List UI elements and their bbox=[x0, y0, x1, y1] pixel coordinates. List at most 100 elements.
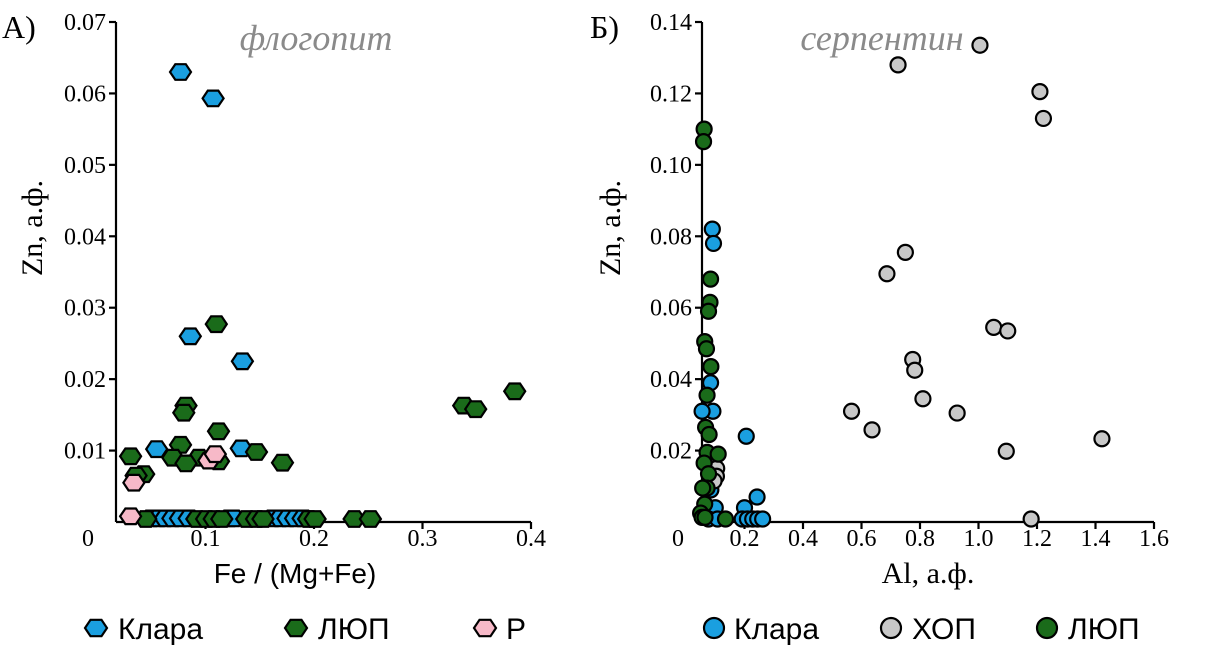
data-point-circle bbox=[971, 36, 989, 54]
data-point-hexagon bbox=[251, 510, 275, 528]
data-point-circle bbox=[697, 340, 716, 358]
data-point-circle bbox=[863, 421, 881, 439]
x-tick-label: 0.2 bbox=[299, 526, 329, 552]
data-point-hexagon bbox=[118, 507, 143, 526]
data-point-circle bbox=[699, 302, 718, 320]
data-point-circle bbox=[1022, 510, 1040, 528]
y-tick-label: 0.08 bbox=[650, 224, 692, 250]
data-point-circle bbox=[985, 318, 1003, 336]
x-tick-label: 1.4 bbox=[1081, 526, 1111, 552]
legend-marker bbox=[472, 618, 498, 638]
series-ЛЮП bbox=[692, 120, 735, 528]
x-tick-label: 0.4 bbox=[788, 526, 818, 552]
data-point-hexagon bbox=[118, 447, 143, 466]
data-point-hexagon bbox=[230, 352, 255, 371]
data-point-circle bbox=[906, 361, 924, 379]
y-tick-label: 0.05 bbox=[64, 153, 106, 179]
y-tick-label: 0.07 bbox=[64, 10, 106, 36]
x-tick-label: 1.6 bbox=[1139, 526, 1169, 552]
x-tick-label: 0.2 bbox=[730, 526, 760, 552]
panel-label: Б) bbox=[590, 9, 619, 45]
mineral-title: флогопит bbox=[240, 18, 393, 58]
legend-marker bbox=[879, 616, 903, 640]
y-axis-label: Zn, а.ф. bbox=[16, 180, 49, 276]
data-point-hexagon bbox=[270, 453, 295, 472]
data-point-circle bbox=[709, 445, 727, 463]
data-point-circle bbox=[702, 358, 720, 376]
legend-label: ЛЮП bbox=[318, 613, 390, 646]
data-point-circle bbox=[694, 479, 712, 497]
data-point-hexagon bbox=[463, 400, 488, 419]
x-tick-label: 0 bbox=[672, 526, 684, 552]
data-point-hexagon bbox=[244, 443, 269, 461]
data-point-circle bbox=[754, 510, 772, 528]
data-point-circle bbox=[889, 56, 907, 74]
data-point-hexagon bbox=[204, 315, 229, 334]
y-tick-label: 0.04 bbox=[650, 367, 692, 393]
data-point-hexagon bbox=[201, 89, 225, 108]
data-point-hexagon bbox=[303, 510, 327, 528]
panel-label: А) bbox=[2, 9, 36, 45]
chart-panel-2: 0.02 0.04 0.06 0.08 0.10 0.12 0.14 0 0.2 0.4 0.6 0.… bbox=[590, 9, 1169, 646]
data-point-hexagon bbox=[206, 422, 231, 441]
data-point-circle bbox=[999, 322, 1017, 340]
data-point-hexagon bbox=[171, 403, 196, 422]
data-point-hexagon bbox=[203, 445, 228, 464]
data-point-hexagon bbox=[168, 63, 193, 81]
data-point-circle bbox=[693, 402, 711, 420]
series-Р bbox=[118, 445, 228, 526]
data-point-circle bbox=[1093, 430, 1111, 448]
x-tick-label: 0.6 bbox=[847, 526, 877, 552]
legend-marker bbox=[702, 616, 726, 640]
data-point-circle bbox=[699, 465, 718, 483]
legend-label: ХОП bbox=[912, 613, 976, 646]
data-point-hexagon bbox=[502, 382, 527, 401]
data-point-circle bbox=[694, 133, 713, 151]
x-tick-label: 0.1 bbox=[191, 526, 221, 552]
y-tick-label: 0.02 bbox=[64, 367, 106, 393]
x-tick-label: 1.0 bbox=[964, 526, 994, 552]
x-tick-label: 0.3 bbox=[408, 526, 438, 552]
y-tick-label: 0.12 bbox=[650, 81, 692, 107]
x-tick-label: 1.2 bbox=[1022, 526, 1052, 552]
data-point-circle bbox=[700, 425, 718, 444]
data-point-circle bbox=[704, 234, 723, 253]
y-tick-label: 0.06 bbox=[650, 296, 692, 322]
data-point-circle bbox=[914, 390, 932, 408]
x-axis-label: Fe / (Mg+Fe) bbox=[214, 558, 377, 589]
legend-label: Клара bbox=[734, 613, 819, 646]
data-point-circle bbox=[698, 386, 716, 404]
data-point-hexagon bbox=[358, 510, 383, 528]
data-point-hexagon bbox=[209, 510, 234, 528]
data-point-circle bbox=[696, 508, 714, 526]
y-tick-label: 0.02 bbox=[650, 439, 692, 465]
data-point-circle bbox=[896, 243, 914, 261]
x-axis-label: Al, а.ф. bbox=[882, 557, 975, 590]
x-tick-label: 0.8 bbox=[905, 526, 935, 552]
legend-label: ЛЮП bbox=[1068, 613, 1140, 646]
legend-marker bbox=[283, 618, 309, 638]
legend-marker bbox=[1035, 616, 1059, 640]
y-tick-label: 0.03 bbox=[64, 296, 106, 322]
data-point-circle bbox=[748, 488, 766, 506]
y-tick-label: 0.06 bbox=[64, 81, 106, 107]
data-point-circle bbox=[737, 427, 755, 445]
data-point-circle bbox=[1031, 83, 1049, 101]
legend-marker bbox=[83, 618, 109, 638]
data-point-hexagon bbox=[342, 510, 366, 528]
data-point-circle bbox=[1034, 109, 1053, 128]
data-point-circle bbox=[878, 265, 896, 283]
series-ЛЮП bbox=[118, 315, 527, 528]
chart-panel-1: 0.01 0.02 0.03 0.04 0.05 0.06 0.07 0 0.1 0.2 0.3 0.… bbox=[2, 9, 546, 646]
data-point-circle bbox=[948, 404, 966, 422]
y-axis-label: Zn, а.ф. bbox=[594, 180, 627, 276]
data-point-circle bbox=[701, 270, 720, 288]
series-ХОП bbox=[705, 36, 1111, 528]
x-tick-label: 0.4 bbox=[516, 526, 546, 552]
data-point-circle bbox=[716, 510, 735, 528]
y-tick-label: 0.14 bbox=[650, 10, 692, 36]
data-point-hexagon bbox=[122, 473, 146, 492]
data-point-circle bbox=[997, 442, 1015, 460]
y-tick-label: 0.10 bbox=[650, 153, 692, 179]
